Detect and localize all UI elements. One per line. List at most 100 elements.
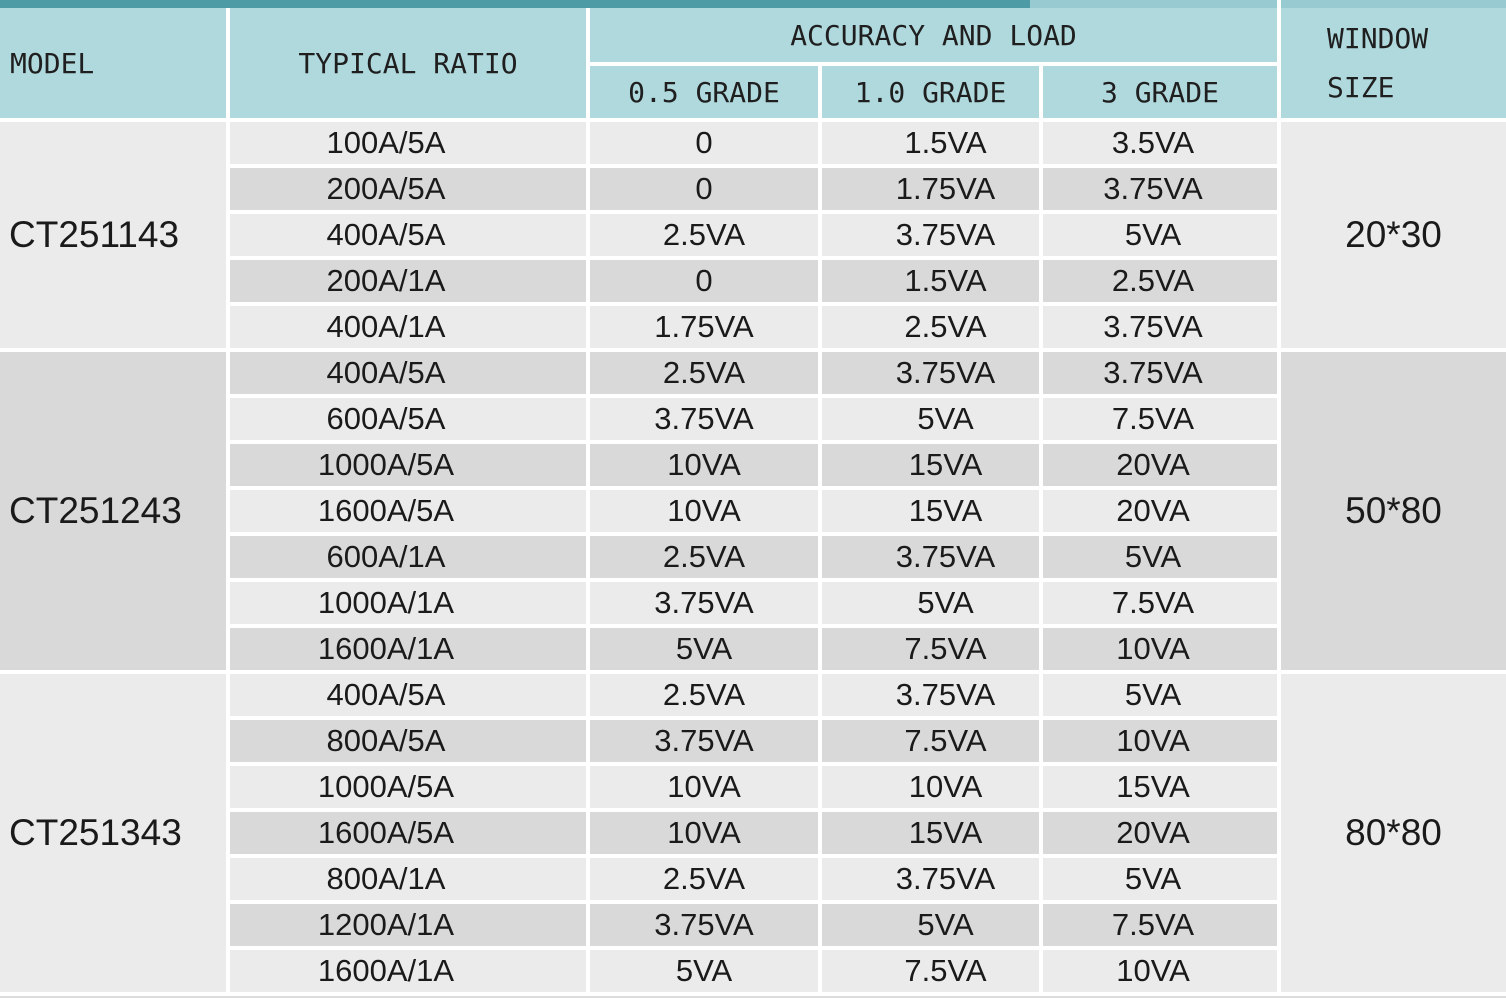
model-name: CT251343: [9, 812, 182, 853]
ratio-cell: 1600A/5A: [230, 812, 586, 854]
top-accent-bar-divider: [1277, 0, 1281, 8]
ratio-cell: 1000A/1A: [230, 582, 586, 624]
ratio-cell: 1600A/1A: [230, 950, 586, 992]
window-size-header-cell: WINDOW SIZE: [1281, 8, 1506, 118]
grade-3-header-cell: 3 GRADE: [1043, 66, 1277, 118]
grade-10-cell: 15VA: [822, 490, 1039, 532]
grade-3-cell: 10VA: [1043, 628, 1277, 670]
accuracy-and-load-header-cell: ACCURACY AND LOAD: [590, 8, 1277, 62]
grade-10-cell: 3.75VA: [822, 352, 1039, 394]
grade-10-cell: 3.75VA: [822, 536, 1039, 578]
grade-10-header-label: 1.0 GRADE: [854, 75, 1007, 109]
grade-3-cell: 20VA: [1043, 812, 1277, 854]
ratio-cell: 800A/5A: [230, 720, 586, 762]
top-accent-bar: [0, 0, 1506, 8]
grade-3-cell: 2.5VA: [1043, 260, 1277, 302]
grade-05-cell: 5VA: [590, 950, 818, 992]
grade-10-cell: 5VA: [822, 904, 1039, 946]
grade-05-cell: 2.5VA: [590, 858, 818, 900]
model-name: CT251243: [9, 490, 182, 531]
grade-3-cell: 20VA: [1043, 490, 1277, 532]
grade-05-cell: 0: [590, 122, 818, 164]
typical-ratio-header-cell: TYPICAL RATIO: [230, 8, 586, 118]
ratio-cell: 1600A/1A: [230, 628, 586, 670]
ratio-cell: 800A/1A: [230, 858, 586, 900]
grade-05-header-label: 0.5 GRADE: [628, 75, 780, 109]
model-group-cell: CT251343: [0, 674, 226, 992]
grade-05-cell: 5VA: [590, 628, 818, 670]
grade-05-cell: 3.75VA: [590, 582, 818, 624]
ratio-cell: 400A/5A: [230, 214, 586, 256]
grade-3-cell: 10VA: [1043, 950, 1277, 992]
ratio-cell: 1000A/5A: [230, 766, 586, 808]
grade-10-cell: 3.75VA: [822, 674, 1039, 716]
model-group-cell: CT251143: [0, 122, 226, 348]
grade-05-cell: 10VA: [590, 812, 818, 854]
grade-05-cell: 3.75VA: [590, 904, 818, 946]
grade-10-cell: 1.5VA: [822, 260, 1039, 302]
grade-3-cell: 7.5VA: [1043, 904, 1277, 946]
ratio-cell: 1600A/5A: [230, 490, 586, 532]
window-size-group-cell: 50*80: [1281, 352, 1506, 670]
ratio-cell: 400A/5A: [230, 674, 586, 716]
grade-3-cell: 15VA: [1043, 766, 1277, 808]
grade-3-cell: 5VA: [1043, 674, 1277, 716]
grade-05-cell: 0: [590, 168, 818, 210]
ratio-cell: 600A/5A: [230, 398, 586, 440]
grade-3-cell: 3.5VA: [1043, 122, 1277, 164]
window-size-value: 20*30: [1345, 214, 1442, 255]
grade-3-cell: 3.75VA: [1043, 352, 1277, 394]
grade-05-cell: 10VA: [590, 490, 818, 532]
ratio-cell: 400A/5A: [230, 352, 586, 394]
grade-05-cell: 0: [590, 260, 818, 302]
grade-10-cell: 1.5VA: [822, 122, 1039, 164]
grade-10-cell: 7.5VA: [822, 628, 1039, 670]
grade-10-cell: 15VA: [822, 444, 1039, 486]
ratio-cell: 200A/1A: [230, 260, 586, 302]
ratio-cell: 400A/1A: [230, 306, 586, 348]
ratio-cell: 200A/5A: [230, 168, 586, 210]
grade-05-cell: 2.5VA: [590, 536, 818, 578]
grade-10-cell: 1.75VA: [822, 168, 1039, 210]
model-header-label: MODEL: [10, 46, 95, 80]
ratio-cell: 1000A/5A: [230, 444, 586, 486]
grade-05-cell: 2.5VA: [590, 352, 818, 394]
ratio-cell: 600A/1A: [230, 536, 586, 578]
grade-10-header-cell: 1.0 GRADE: [822, 66, 1039, 118]
grade-05-cell: 3.75VA: [590, 398, 818, 440]
model-header-cell: MODEL: [0, 8, 226, 118]
grade-10-cell: 2.5VA: [822, 306, 1039, 348]
grade-3-cell: 3.75VA: [1043, 306, 1277, 348]
grade-05-cell: 2.5VA: [590, 674, 818, 716]
grade-10-cell: 5VA: [822, 398, 1039, 440]
grade-10-cell: 3.75VA: [822, 858, 1039, 900]
model-name: CT251143: [9, 214, 180, 255]
window-size-group-cell: 80*80: [1281, 674, 1506, 992]
grade-10-cell: 15VA: [822, 812, 1039, 854]
grade-3-header-label: 3 GRADE: [1100, 75, 1219, 109]
grade-3-cell: 10VA: [1043, 720, 1277, 762]
grade-3-cell: 7.5VA: [1043, 398, 1277, 440]
grade-3-cell: 20VA: [1043, 444, 1277, 486]
window-size-value: 80*80: [1345, 812, 1442, 853]
ratio-cell: 100A/5A: [230, 122, 586, 164]
bottom-edge-line: [0, 996, 1506, 998]
ratio-cell: 1200A/1A: [230, 904, 586, 946]
window-size-header-label: WINDOW SIZE: [1327, 22, 1429, 104]
grade-3-cell: 5VA: [1043, 536, 1277, 578]
accuracy-and-load-header-label: ACCURACY AND LOAD: [790, 18, 1077, 52]
grade-05-header-cell: 0.5 GRADE: [590, 66, 818, 118]
grade-3-cell: 7.5VA: [1043, 582, 1277, 624]
window-size-value: 50*80: [1345, 490, 1442, 531]
grade-05-cell: 2.5VA: [590, 214, 818, 256]
grade-10-cell: 5VA: [822, 582, 1039, 624]
grade-3-cell: 5VA: [1043, 858, 1277, 900]
grade-05-cell: 3.75VA: [590, 720, 818, 762]
table-bottom-border: [0, 992, 1506, 996]
grade-10-cell: 7.5VA: [822, 720, 1039, 762]
model-group-cell: CT251243: [0, 352, 226, 670]
grade-05-cell: 10VA: [590, 766, 818, 808]
grade-3-cell: 3.75VA: [1043, 168, 1277, 210]
grade-10-cell: 3.75VA: [822, 214, 1039, 256]
